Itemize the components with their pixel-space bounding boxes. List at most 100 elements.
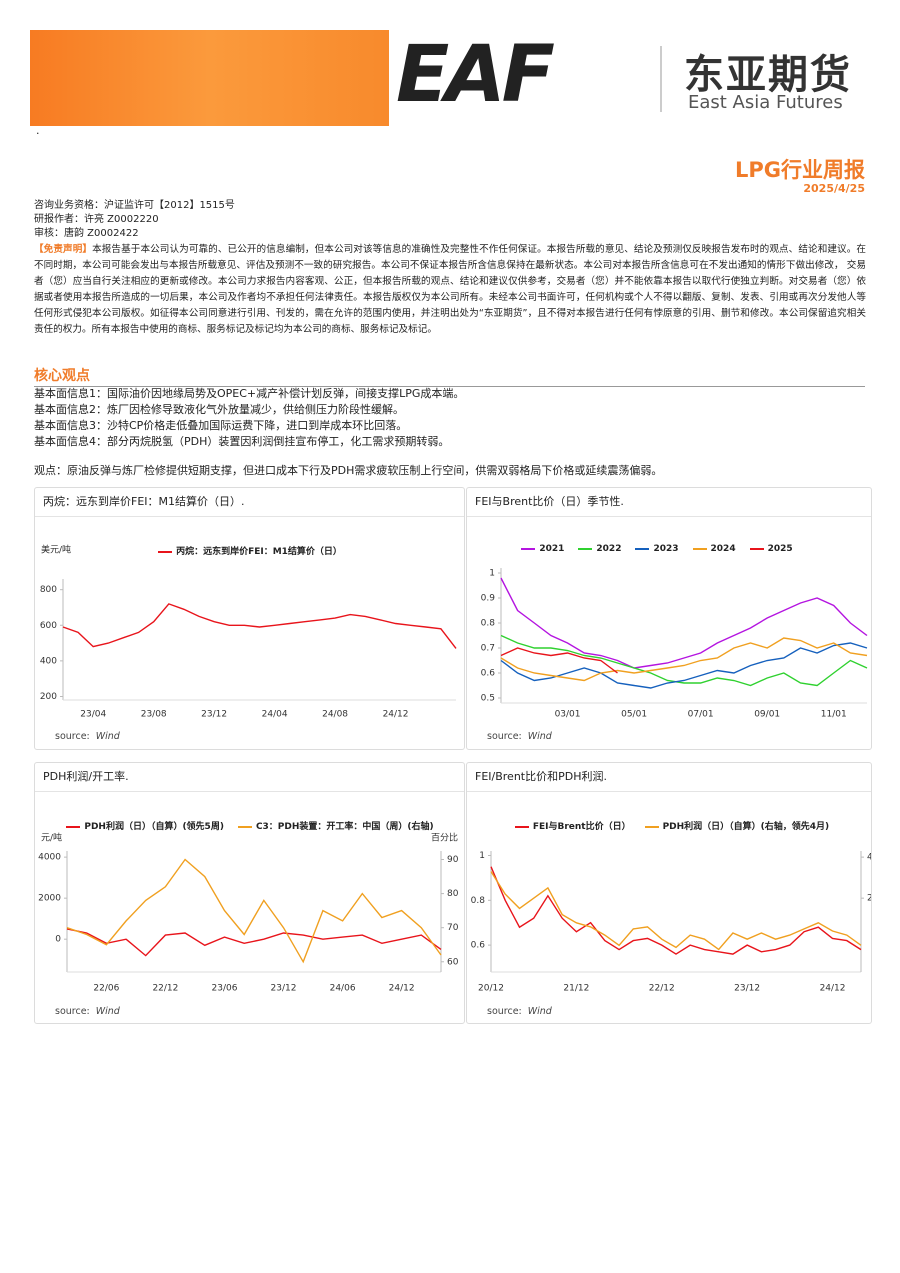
report-title: LPG行业周报 [734, 158, 865, 182]
y-tick-label: 400 [40, 656, 57, 666]
meta-line: 研报作者：许亮 Z0002220 [34, 214, 159, 225]
disclaimer-text: 本报告基于本公司认为可靠的、已公开的信息编制，但本公司对该等信息的准确性及完整性… [34, 244, 867, 335]
legend-label: 2023 [653, 544, 679, 554]
legend-swatch [635, 547, 650, 550]
dot: . [36, 124, 40, 137]
legend-swatch [66, 825, 81, 828]
source: source: Wind [487, 1006, 552, 1017]
chart: 0 2000 4000 60 70 80 90 22/06 22/12 23/06 23/12 24/… [38, 832, 459, 994]
source-name: Wind [527, 731, 552, 742]
chart-panel: FEI与Brent比价（日）季节性. 0.5 0.6 0.7 0.8 0.9 1 03/01 0… [466, 487, 872, 750]
y-tick-label: 200 [40, 692, 57, 702]
source: source: Wind [55, 1006, 120, 1017]
legend-item: 2025 [749, 544, 793, 554]
y2-tick-label: 60 [447, 957, 459, 967]
legend-item: PDH利润（日）（自算）(领先5周) [66, 819, 224, 832]
legend: 丙烷：远东到岸价FEI：M1结算价（日） [55, 544, 445, 557]
legend-item: 2021 [521, 544, 564, 554]
core-point: 基本面信息2：炼厂因检修导致液化气外放量减少，供给侧压力阶段性缓解。 [34, 403, 404, 416]
series-line [66, 858, 442, 964]
y-tick-label: 0.6 [471, 941, 486, 951]
legend-label: PDH利润（日）（自算）(领先5周) [84, 822, 224, 832]
legend-swatch [578, 547, 593, 550]
x-tick-label: 24/12 [820, 984, 846, 994]
x-tick-label: 24/12 [383, 710, 409, 720]
legend-item: PDH利润（日）（自算）(右轴，领先4月) [644, 819, 830, 832]
source-label: source: [55, 1006, 90, 1017]
x-tick-label: 22/12 [649, 984, 675, 994]
legend-label: 2025 [767, 544, 793, 554]
y-tick-label: 0.8 [481, 619, 496, 629]
series-line [500, 634, 868, 687]
y-tick-label: 0.5 [481, 694, 495, 704]
chart-panel: FEI/Brent比价和PDH利润. 0.6 0.8 1 2 4 20/12 21/12 22/… [466, 762, 872, 1024]
y2-tick-label: 4 [867, 853, 871, 863]
x-tick-label: 23/04 [80, 710, 106, 720]
source: source: Wind [487, 731, 552, 742]
y-axis-label: 元/吨 [41, 832, 62, 844]
company-cn: 东亚期货 [684, 52, 852, 98]
legend-label: 2022 [596, 544, 622, 554]
x-tick-label: 23/12 [271, 984, 297, 994]
meta-line: 审核：唐韵 Z0002422 [34, 228, 139, 239]
core-points: 基本面信息1：国际油价因地缘局势及OPEC+减产补偿计划反弹，间接支撑LPG成本… [34, 386, 464, 450]
x-tick-label: 21/12 [563, 984, 589, 994]
legend-label: 2021 [539, 544, 565, 554]
y-tick-label: 0.7 [481, 644, 495, 654]
x-tick-label: 22/12 [152, 984, 178, 994]
source-label: source: [487, 731, 522, 742]
panel-title: 丙烷：远东到岸价FEI：M1结算价（日）. [35, 488, 464, 517]
conclusion: 观点：原油反弹与炼厂检修提供短期支撑，但进口成本下行及PDH需求疲软压制上行空间… [34, 464, 663, 477]
panel-title: PDH利润/开工率. [35, 763, 464, 792]
source-label: source: [55, 731, 90, 742]
source-name: Wind [95, 1006, 120, 1017]
y-axis-label: 美元/吨 [41, 544, 71, 556]
legend-swatch [749, 547, 764, 550]
y2-tick-label: 2 [867, 894, 871, 904]
disclaimer: 【免责声明】本报告基于本公司认为可靠的、已公开的信息编制，但本公司对该等信息的准… [34, 242, 866, 338]
panel-title: FEI与Brent比价（日）季节性. [467, 488, 871, 517]
legend-swatch [644, 825, 659, 828]
logo-mark: EAF [396, 30, 555, 120]
meta-line: 咨询业务资格：沪证监许可【2012】1515号 [34, 200, 235, 211]
disclaimer-label: 【免责声明】 [34, 244, 93, 255]
x-tick-label: 07/01 [688, 710, 714, 720]
x-tick-label: 23/06 [212, 984, 238, 994]
legend-item: 2022 [578, 544, 621, 554]
y-tick-label: 4000 [38, 853, 61, 863]
series-line [490, 871, 862, 951]
y-tick-label: 1 [479, 851, 485, 861]
x-tick-label: 24/08 [322, 710, 348, 720]
legend-label: C3：PDH装置：开工率：中国（周）(右轴) [255, 822, 434, 832]
chart-panel: 丙烷：远东到岸价FEI：M1结算价（日）. 200 400 600 800 23/04 23… [34, 487, 465, 750]
header-band [30, 30, 389, 126]
core-point: 基本面信息3：沙特CP价格走低叠加国际运费下降，进口到岸成本环比回落。 [34, 419, 408, 432]
legend-swatch [692, 547, 707, 550]
series-line [500, 637, 868, 682]
x-tick-label: 23/12 [734, 984, 760, 994]
series-line [500, 642, 868, 689]
y-tick-label: 2000 [38, 894, 61, 904]
y-tick-label: 1 [489, 569, 495, 579]
x-tick-label: 23/08 [141, 710, 167, 720]
x-tick-label: 05/01 [621, 710, 647, 720]
legend-label: PDH利润（日）（自算）(右轴，领先4月) [662, 822, 830, 832]
legend-item: 丙烷：远东到岸价FEI：M1结算价（日） [158, 544, 342, 557]
chart-panel: PDH利润/开工率. 0 2000 4000 60 70 80 90 22/06 22/12 23/… [34, 762, 465, 1024]
logo-separator [660, 46, 662, 112]
series-line [500, 647, 618, 674]
series-line [490, 866, 862, 955]
y-tick-label: 0.9 [481, 594, 496, 604]
y-tick-label: 600 [40, 621, 57, 631]
x-tick-label: 24/06 [330, 984, 356, 994]
legend-item: 2024 [692, 544, 736, 554]
legend-swatch [237, 825, 252, 828]
source-name: Wind [527, 1006, 552, 1017]
y2-tick-label: 70 [447, 923, 459, 933]
legend-swatch [521, 547, 536, 550]
x-tick-label: 03/01 [555, 710, 581, 720]
x-tick-label: 09/01 [754, 710, 780, 720]
y2-tick-label: 80 [447, 889, 459, 899]
x-tick-label: 22/06 [93, 984, 119, 994]
